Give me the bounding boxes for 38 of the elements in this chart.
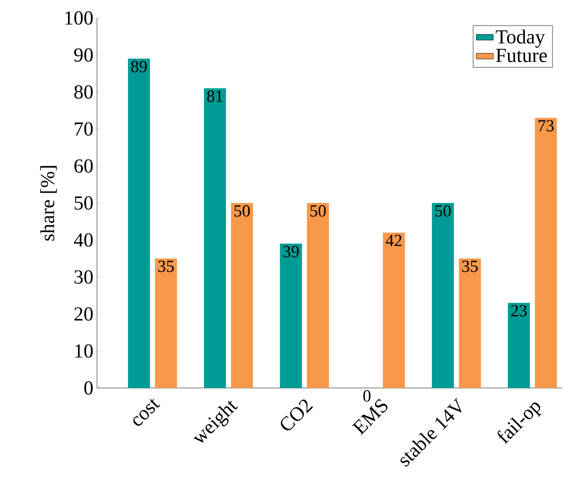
legend-label: Today (496, 30, 545, 48)
y-tick-label: 80 (74, 85, 93, 99)
y-axis-title: share [%] (40, 166, 57, 241)
data-label: 81 (207, 90, 222, 102)
y-tick-label: 100 (65, 11, 93, 25)
bar (280, 244, 302, 388)
data-label: 73 (538, 120, 554, 132)
data-label: 35 (158, 260, 174, 272)
data-label: 42 (386, 234, 402, 246)
y-tick-label: 30 (74, 270, 93, 284)
bar (534, 118, 557, 388)
y-tick-label: 0 (84, 381, 93, 395)
bar (432, 202, 454, 388)
bar (230, 202, 253, 388)
y-tick-label: 50 (74, 196, 93, 210)
legend-label: Future (496, 48, 547, 62)
y-tick-label: 10 (75, 344, 93, 358)
bar (306, 202, 329, 388)
data-label: 50 (310, 205, 326, 217)
data-label: 50 (234, 205, 250, 217)
data-label: 39 (283, 246, 299, 258)
y-tick-label: 40 (74, 233, 93, 247)
bar (128, 58, 150, 388)
y-tick-label: 70 (74, 122, 93, 136)
bar (154, 258, 177, 388)
y-tick-label: 60 (74, 159, 93, 173)
bar (382, 232, 405, 388)
bar (458, 258, 481, 388)
y-tick-label: 20 (74, 307, 93, 321)
x-tick-label: cost (133, 398, 160, 426)
data-label: 35 (462, 260, 478, 272)
y-tick-label: 90 (74, 48, 93, 62)
data-label: 23 (511, 305, 527, 316)
x-tick-label: CO2 (280, 400, 313, 430)
data-label: 50 (435, 205, 451, 217)
bar (204, 88, 226, 388)
data-label: 89 (131, 60, 147, 72)
bar (508, 302, 530, 388)
